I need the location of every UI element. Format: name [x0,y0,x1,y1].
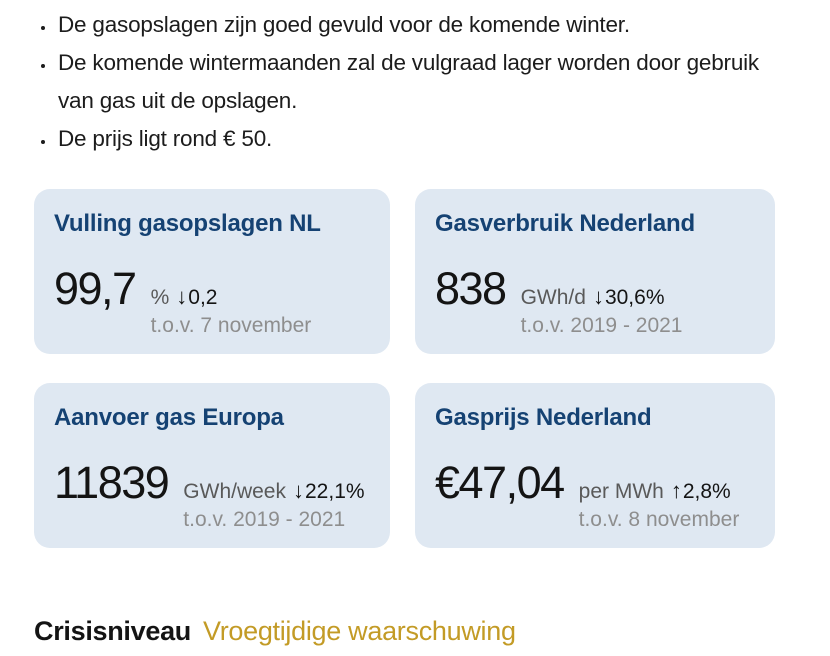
summary-bullets: De gasopslagen zijn goed gevuld voor de … [34,6,798,158]
crisis-level-row: Crisisniveau Vroegtijdige waarschuwing [34,616,830,647]
card-value-row: 11839 GWh/week ↓22,1% t.o.v. 2019 - 2021 [54,457,372,532]
stat-value: 99,7 [54,263,137,314]
card-value-row: 838 GWh/d ↓30,6% t.o.v. 2019 - 2021 [435,263,757,338]
stat-compare: t.o.v. 2019 - 2021 [520,314,683,337]
stat-meta-line: GWh/week ↓22,1% [183,478,365,503]
stat-meta-line: % ↓0,2 [150,284,218,309]
stat-delta: 30,6% [604,286,665,309]
stat-compare: t.o.v. 7 november [150,314,312,337]
stat-compare: t.o.v. 8 november [578,508,740,531]
stat-meta-line: GWh/d ↓30,6% [520,284,665,309]
stat-delta: 22,1% [305,480,365,503]
summary-bullet: De gasopslagen zijn goed gevuld voor de … [56,6,798,44]
stat-meta: % ↓0,2 t.o.v. 7 november [151,284,312,338]
card-title: Gasprijs Nederland [435,404,652,431]
stat-card-gasverbruik: Gasverbruik Nederland 838 GWh/d ↓30,6% t.… [415,189,775,354]
stat-value: €47,04 [435,457,565,508]
stat-delta: 2,8% [682,480,731,503]
stat-card-vulling-gasopslagen: Vulling gasopslagen NL 99,7 % ↓0,2 t.o.v.… [34,189,390,354]
stat-compare: t.o.v. 2019 - 2021 [183,508,346,531]
stat-meta-line: per MWh ↑2,8% [578,478,731,503]
stat-value: 11839 [54,457,170,508]
stat-meta: GWh/week ↓22,1% t.o.v. 2019 - 2021 [183,478,364,532]
stat-unit: % [150,286,170,309]
crisis-level-value: Vroegtijdige waarschuwing [202,616,516,646]
stat-meta: GWh/d ↓30,6% t.o.v. 2019 - 2021 [521,284,683,338]
stat-card-aanvoer-gas: Aanvoer gas Europa 11839 GWh/week ↓22,1% … [34,383,390,548]
card-title: Aanvoer gas Europa [54,404,284,431]
stat-value: 838 [435,263,507,314]
summary-bullet: De komende wintermaanden zal de vulgraad… [56,44,798,120]
stat-unit: GWh/week [183,480,286,503]
crisis-level-label: Crisisniveau [34,616,191,646]
trend-down-icon: ↓ [293,478,304,503]
card-title: Gasverbruik Nederland [435,210,695,237]
stat-card-gasprijs: Gasprijs Nederland €47,04 per MWh ↑2,8% t… [415,383,775,548]
stat-delta: 0,2 [188,286,218,309]
stat-unit: per MWh [578,480,664,503]
card-value-row: 99,7 % ↓0,2 t.o.v. 7 november [54,263,372,338]
summary-bullet: De prijs ligt rond € 50. [56,120,798,158]
card-value-row: €47,04 per MWh ↑2,8% t.o.v. 8 november [435,457,757,532]
stat-meta: per MWh ↑2,8% t.o.v. 8 november [579,478,740,532]
trend-down-icon: ↓ [592,284,604,309]
trend-down-icon: ↓ [176,284,188,309]
stat-unit: GWh/d [520,286,586,309]
stat-card-grid: Vulling gasopslagen NL 99,7 % ↓0,2 t.o.v.… [34,189,830,548]
trend-up-icon: ↑ [670,478,682,503]
card-title: Vulling gasopslagen NL [54,210,321,237]
